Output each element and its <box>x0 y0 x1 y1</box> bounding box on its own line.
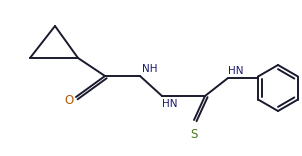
Text: S: S <box>190 128 198 141</box>
Text: NH: NH <box>142 64 158 74</box>
Text: O: O <box>64 95 74 107</box>
Text: HN: HN <box>228 66 243 76</box>
Text: HN: HN <box>162 99 178 109</box>
